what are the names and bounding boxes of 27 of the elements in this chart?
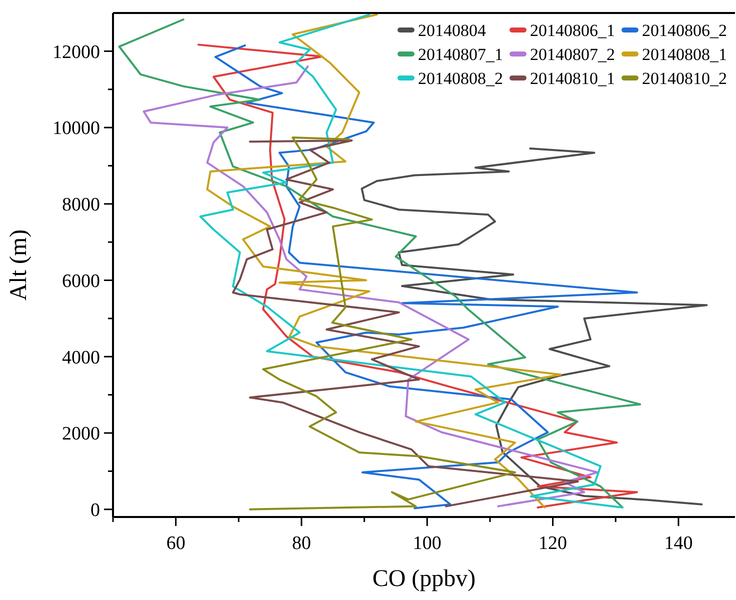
legend-label: 20140804 xyxy=(418,20,486,40)
legend-label: 20140810_2 xyxy=(642,68,727,88)
y-tick-label: 4000 xyxy=(62,347,100,368)
x-axis-title: CO (ppbv) xyxy=(372,566,476,592)
legend-label: 20140810_1 xyxy=(530,68,615,88)
line-series xyxy=(118,18,642,508)
x-tick-label: 120 xyxy=(538,533,568,554)
line-series xyxy=(232,140,579,508)
line-series xyxy=(248,136,516,510)
legend-label: 20140807_2 xyxy=(530,44,615,64)
x-tick-label: 60 xyxy=(166,533,186,554)
x-tick-label: 80 xyxy=(292,533,311,554)
y-tick-label: 0 xyxy=(90,500,100,522)
y-tick-label: 12000 xyxy=(52,42,100,63)
legend-label: 20140808_2 xyxy=(418,68,503,88)
line-series xyxy=(360,148,708,506)
y-tick-label: 8000 xyxy=(62,194,100,216)
y-axis-title: Alt (m) xyxy=(6,229,32,301)
y-tick-label: 2000 xyxy=(62,424,100,445)
legend-label: 20140806_2 xyxy=(642,20,727,40)
y-tick-label: 6000 xyxy=(62,270,100,292)
legend-label: 20140808_1 xyxy=(642,44,727,64)
x-tick-label: 140 xyxy=(664,533,693,554)
legend-label: 20140807_1 xyxy=(418,44,503,64)
y-tick-label: 10000 xyxy=(52,118,100,140)
x-tick-label: 100 xyxy=(412,533,442,554)
legend-label: 20140806_1 xyxy=(530,20,615,40)
